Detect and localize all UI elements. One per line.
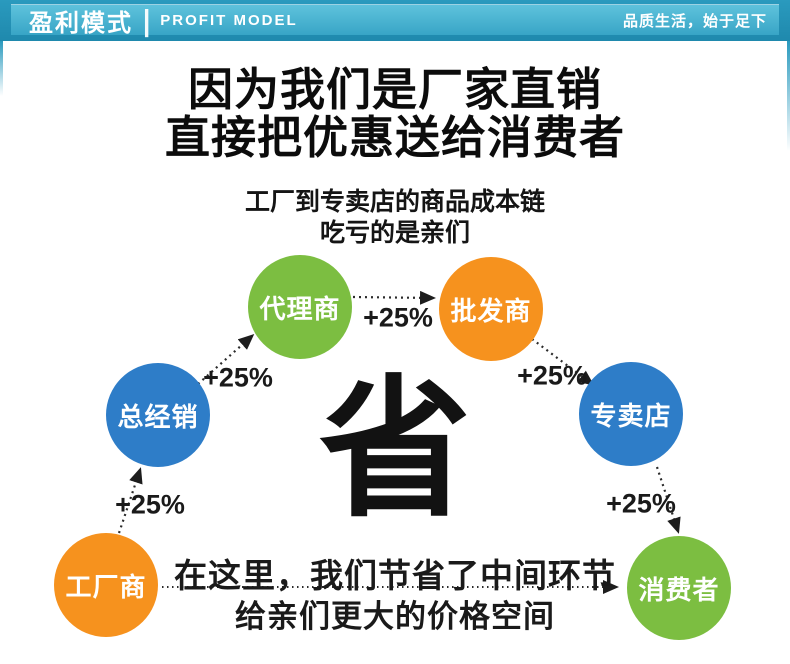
subtitle: 工厂到专卖店的商品成本链 吃亏的是亲们 (0, 187, 790, 248)
headline-line1: 因为我们是厂家直销 (187, 64, 602, 115)
markup-label-4: +25% (517, 360, 587, 391)
node-store: 专卖店 (579, 362, 683, 466)
node-consumer: 消费者 (627, 536, 731, 640)
node-agent-label: 代理商 (259, 293, 341, 324)
markup-label-2: +25% (203, 362, 273, 393)
right-edge-accent (787, 41, 790, 151)
save-character: 省 (319, 365, 471, 535)
header-title-group: 盈利模式 | PROFIT MODEL (29, 2, 298, 38)
markup-label-3: +25% (363, 302, 433, 333)
node-wholesaler: 批发商 (439, 257, 543, 361)
header-divider: | (143, 2, 151, 37)
left-edge-accent (0, 41, 3, 96)
header-slogan: 品质生活，始于足下 (622, 12, 767, 30)
section-header-panel: 盈利模式 | PROFIT MODEL 品质生活，始于足下 (11, 2, 779, 38)
headline: 因为我们是厂家直销 直接把优惠送给消费者 (0, 64, 790, 164)
arrow-agent-wholesaler (352, 290, 436, 305)
subtitle-line1: 工厂到专卖店的商品成本链 (244, 188, 545, 216)
node-factory: 工厂商 (54, 533, 158, 637)
node-wholesaler-label: 批发商 (450, 295, 532, 326)
header-title-cn: 盈利模式 (29, 9, 133, 37)
footer-line2: 给亲们更大的价格空间 (235, 599, 555, 634)
header-title-en: PROFIT MODEL (160, 11, 298, 29)
node-distributor-label: 总经销 (117, 401, 199, 432)
node-factory-label: 工厂商 (65, 571, 147, 602)
node-store-label: 专卖店 (590, 400, 672, 431)
section-header-bar: 盈利模式 | PROFIT MODEL 品质生活，始于足下 (0, 0, 790, 41)
footer-line1: 在这里，我们节省了中间环节 (174, 557, 616, 594)
markup-label-1: +25% (115, 489, 185, 520)
node-consumer-label: 消费者 (638, 574, 720, 605)
node-distributor: 总经销 (106, 363, 210, 467)
subtitle-line2: 吃亏的是亲们 (319, 218, 470, 247)
node-agent: 代理商 (248, 255, 352, 359)
headline-line2: 直接把优惠送给消费者 (164, 112, 625, 164)
markup-label-5: +25% (606, 488, 676, 519)
